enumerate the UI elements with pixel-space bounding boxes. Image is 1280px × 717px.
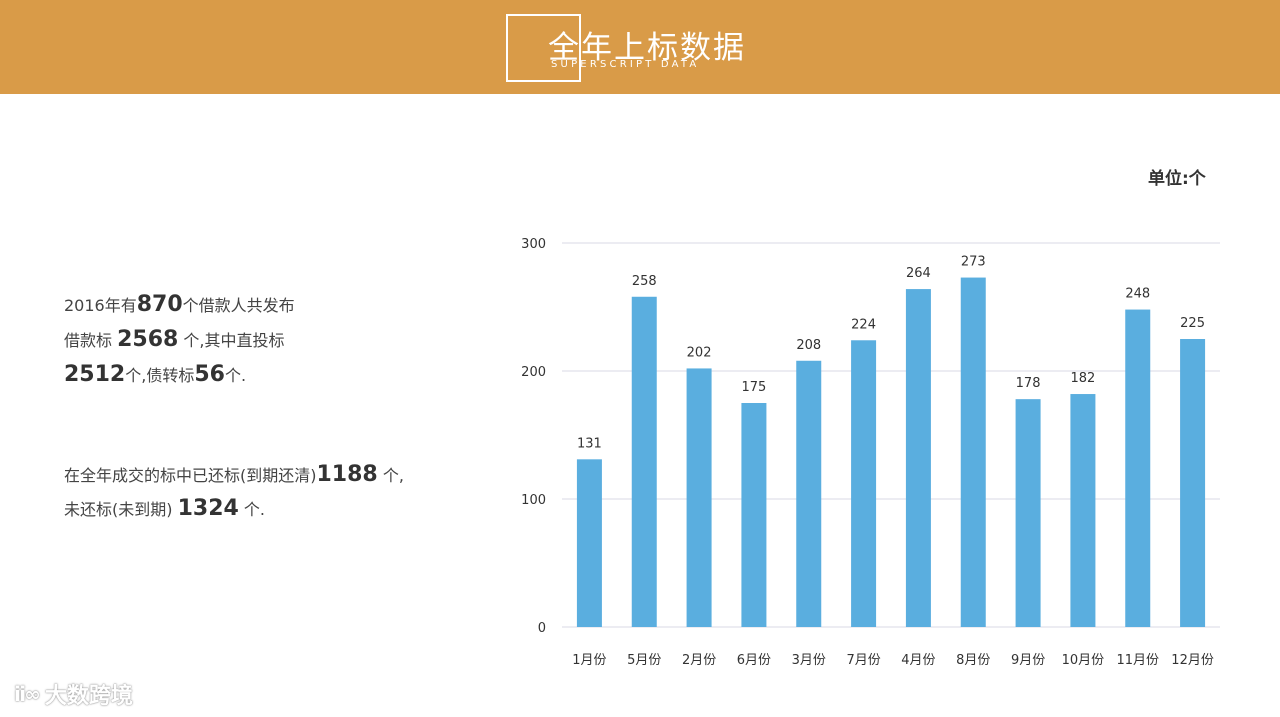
title-frame [506, 14, 581, 82]
summary-text-fragment: 2016年有 [64, 296, 137, 315]
summary-line-4: 在全年成交的标中已还标(到期还清)1188 个, [64, 462, 404, 487]
bar [1125, 309, 1151, 627]
bar [576, 459, 602, 627]
x-tick-label: 5月份 [627, 653, 661, 668]
x-tick-label: 7月份 [846, 653, 880, 668]
x-tick-label: 10月份 [1062, 653, 1105, 668]
data-label: 178 [1016, 376, 1041, 391]
y-tick-label: 300 [521, 237, 546, 252]
bar [851, 340, 877, 627]
summary-text-fragment: 借款标 [64, 331, 118, 350]
summary-text-fragment: 个,债转标 [125, 366, 195, 385]
unit-label: 单位:个 [1148, 169, 1206, 189]
summary-text-fragment: 个. [224, 366, 247, 385]
x-tick-label: 3月份 [792, 653, 826, 668]
bar [960, 277, 986, 627]
summary-text-fragment: 个, [377, 466, 404, 485]
x-tick-label: 9月份 [1011, 653, 1045, 668]
bar [796, 360, 822, 627]
borrower-count: 870 [136, 292, 183, 317]
x-tick-label: 2月份 [682, 653, 716, 668]
bar [1180, 339, 1206, 627]
summary-text-fragment: 在全年成交的标中已还标(到期还清) [64, 466, 317, 485]
data-label: 182 [1071, 371, 1096, 386]
ico-logo-icon: ⅱ∞ [14, 682, 41, 706]
y-tick-label: 0 [538, 621, 546, 636]
repaid-count: 1188 [316, 462, 378, 487]
summary-text-fragment: 个,其中直投标 [178, 331, 285, 350]
data-label: 225 [1180, 316, 1205, 331]
summary-line-2: 借款标 2568 个,其中直投标 [64, 327, 285, 352]
data-label: 264 [906, 266, 931, 281]
data-label: 175 [742, 380, 767, 395]
bar [905, 289, 931, 627]
x-tick-label: 8月份 [956, 653, 990, 668]
watermark-text: 大数跨境 [44, 684, 133, 709]
data-label: 208 [796, 338, 821, 353]
summary-text-fragment: 个借款人共发布 [182, 296, 295, 315]
x-tick-label: 6月份 [737, 653, 771, 668]
unrepaid-count: 1324 [177, 496, 239, 521]
page-subtitle: SUPERSCRIPT DATA [551, 59, 700, 70]
direct-loan-count: 2512 [64, 362, 126, 387]
page-title: 全年上标数据 [548, 30, 746, 66]
loan-count: 2568 [117, 327, 179, 352]
summary-line-3: 2512个,债转标56个. [64, 362, 246, 387]
summary-text-fragment: 未还标(未到期) [64, 500, 178, 519]
y-tick-label: 100 [521, 493, 546, 508]
data-label: 224 [851, 317, 876, 332]
summary-line-1: 2016年有870个借款人共发布 [64, 292, 295, 317]
x-tick-label: 12月份 [1171, 653, 1214, 668]
watermark: ⅱ∞ 大数跨境 [14, 678, 133, 710]
data-label: 248 [1125, 287, 1150, 302]
bar [631, 296, 657, 627]
transfer-loan-count: 56 [194, 362, 225, 387]
data-label: 273 [961, 255, 986, 270]
bar [1070, 394, 1096, 627]
summary-line-5: 未还标(未到期) 1324 个. [64, 496, 265, 521]
summary-text-fragment: 个. [238, 500, 265, 519]
y-tick-label: 200 [521, 365, 546, 380]
data-label: 131 [577, 436, 602, 451]
bar [1015, 399, 1041, 627]
data-label: 258 [632, 274, 657, 289]
header-banner: 全年上标数据 SUPERSCRIPT DATA [0, 0, 1280, 94]
bar-chart: 0 100 200 300 131 1月份 258 5月份 202 2月份 175 6月份 208 3月份… [521, 237, 1220, 668]
bar [741, 403, 767, 627]
data-label: 202 [687, 345, 712, 360]
x-tick-label: 1月份 [572, 653, 606, 668]
x-tick-label: 11月份 [1116, 653, 1159, 668]
bar [686, 368, 712, 627]
x-tick-label: 4月份 [901, 653, 935, 668]
